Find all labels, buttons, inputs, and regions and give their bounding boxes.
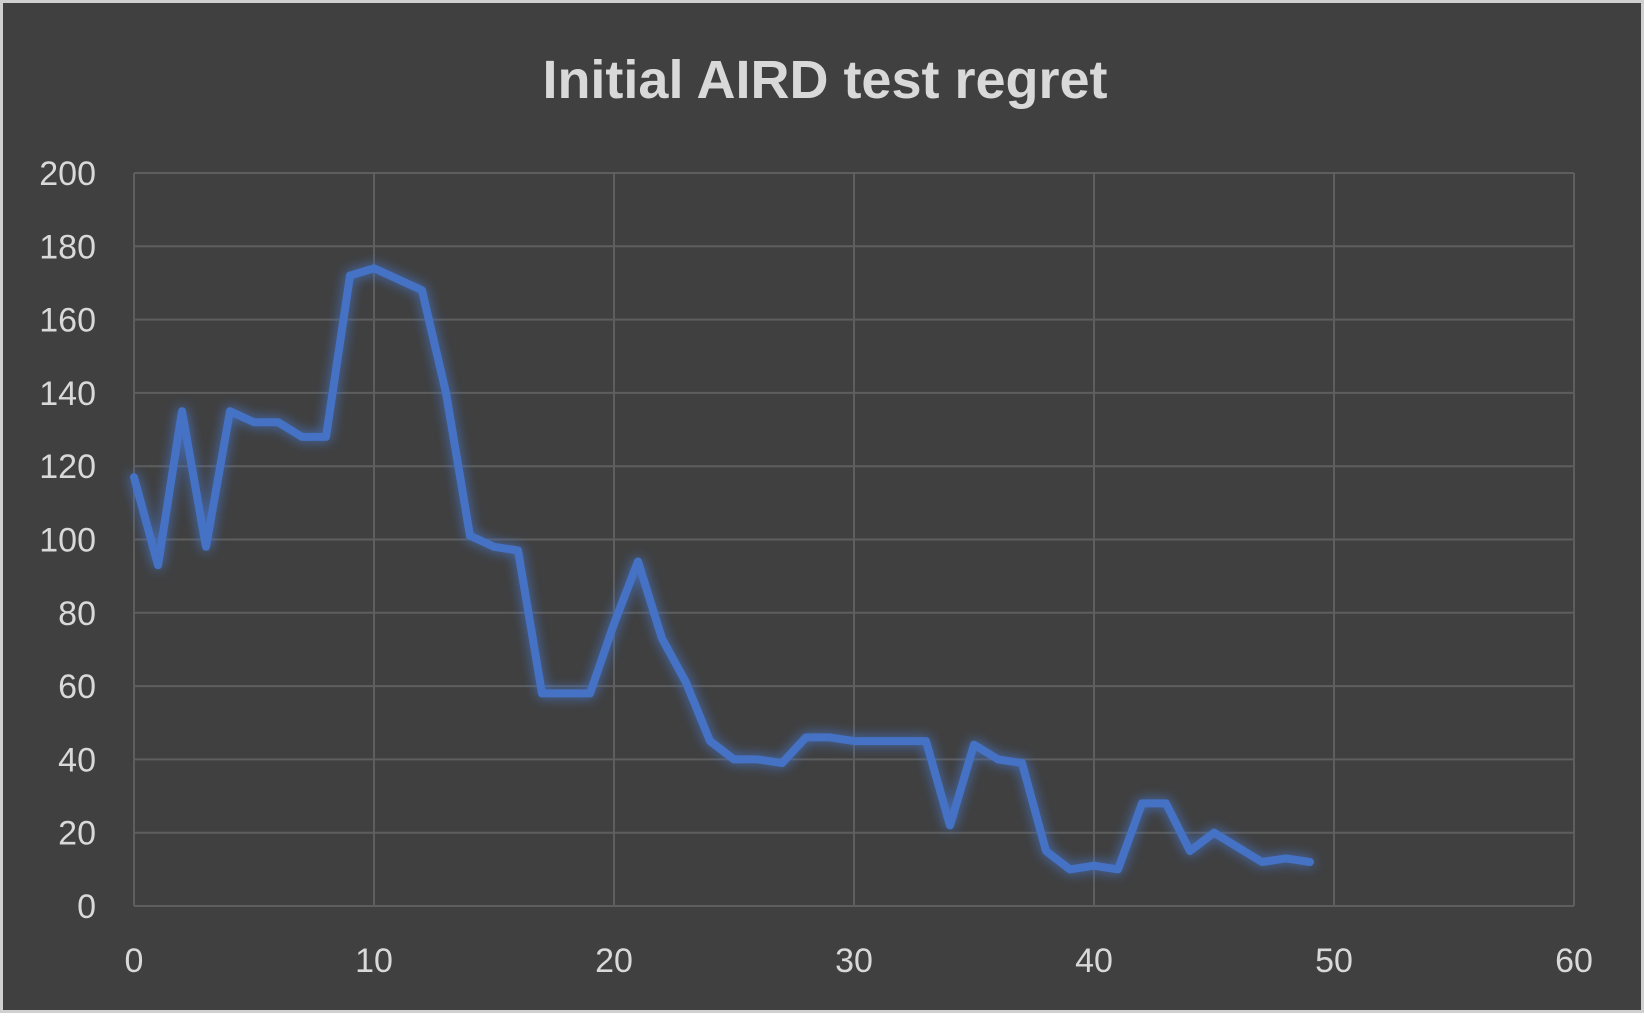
data-point bbox=[731, 756, 737, 763]
grid bbox=[133, 172, 1575, 907]
data-point bbox=[467, 532, 473, 539]
x-tick-label: 0 bbox=[125, 942, 144, 980]
x-tick-label: 20 bbox=[595, 942, 633, 980]
y-tick-label: 20 bbox=[58, 815, 96, 853]
data-point bbox=[851, 738, 857, 745]
data-point bbox=[251, 419, 257, 426]
data-point bbox=[683, 679, 689, 686]
data-point bbox=[299, 433, 305, 440]
data-point bbox=[923, 738, 929, 745]
data-point bbox=[1211, 829, 1217, 836]
series bbox=[130, 264, 1314, 874]
y-tick-label: 140 bbox=[39, 375, 96, 413]
y-tick-label: 200 bbox=[39, 155, 96, 193]
data-point bbox=[779, 760, 785, 767]
data-point bbox=[611, 620, 617, 627]
data-point bbox=[371, 265, 377, 272]
y-tick-label: 0 bbox=[77, 888, 96, 926]
data-point bbox=[1283, 855, 1289, 862]
data-point bbox=[515, 547, 521, 554]
data-point bbox=[1307, 859, 1313, 866]
chart-title: Initial AIRD test regret bbox=[542, 50, 1107, 110]
data-point bbox=[755, 756, 761, 763]
data-point bbox=[419, 287, 425, 294]
data-point bbox=[1091, 862, 1097, 869]
data-point bbox=[1187, 848, 1193, 855]
x-tick-label: 60 bbox=[1555, 942, 1593, 980]
data-point bbox=[563, 690, 569, 697]
y-tick-label: 160 bbox=[39, 302, 96, 340]
x-tick-label: 40 bbox=[1075, 942, 1113, 980]
x-tick-label: 50 bbox=[1315, 942, 1353, 980]
data-point bbox=[971, 741, 977, 748]
y-tick-label: 60 bbox=[58, 668, 96, 706]
y-tick-label: 100 bbox=[39, 522, 96, 560]
y-tick-label: 40 bbox=[58, 741, 96, 779]
y-axis-tick-labels: 0 20 40 60 80 100 120 140 160 180 200 bbox=[39, 155, 96, 926]
data-point bbox=[539, 690, 545, 697]
x-tick-label: 30 bbox=[835, 942, 873, 980]
data-point bbox=[227, 408, 233, 415]
data-point bbox=[707, 738, 713, 745]
data-point bbox=[131, 474, 137, 481]
data-point bbox=[1115, 866, 1121, 873]
data-point bbox=[1019, 760, 1025, 767]
data-point bbox=[347, 272, 353, 279]
data-point bbox=[1259, 859, 1265, 866]
data-point bbox=[947, 822, 953, 829]
data-point bbox=[803, 734, 809, 741]
data-point bbox=[323, 433, 329, 440]
data-point bbox=[1139, 800, 1145, 807]
data-point bbox=[875, 738, 881, 745]
data-point bbox=[827, 734, 833, 741]
data-point bbox=[275, 419, 281, 426]
data-point bbox=[995, 756, 1001, 763]
data-point bbox=[1235, 844, 1241, 851]
data-point bbox=[203, 543, 209, 550]
data-point bbox=[395, 276, 401, 283]
data-point bbox=[635, 558, 641, 565]
data-point bbox=[1163, 800, 1169, 807]
y-tick-label: 180 bbox=[39, 228, 96, 266]
y-tick-label: 80 bbox=[58, 595, 96, 633]
data-point bbox=[155, 562, 161, 569]
data-point bbox=[1067, 866, 1073, 873]
x-tick-label: 10 bbox=[355, 942, 393, 980]
data-point bbox=[443, 389, 449, 396]
data-point bbox=[491, 543, 497, 550]
x-axis-tick-labels: 0 10 20 30 40 50 60 bbox=[125, 942, 1593, 980]
data-point bbox=[1043, 848, 1049, 855]
data-point bbox=[899, 738, 905, 745]
data-point bbox=[659, 635, 665, 642]
data-point bbox=[179, 408, 185, 415]
series-line bbox=[130, 264, 1314, 874]
y-tick-label: 120 bbox=[39, 448, 96, 486]
line-chart: Initial AIRD test regret 020406080100120… bbox=[39, 50, 1593, 980]
data-point bbox=[587, 690, 593, 697]
